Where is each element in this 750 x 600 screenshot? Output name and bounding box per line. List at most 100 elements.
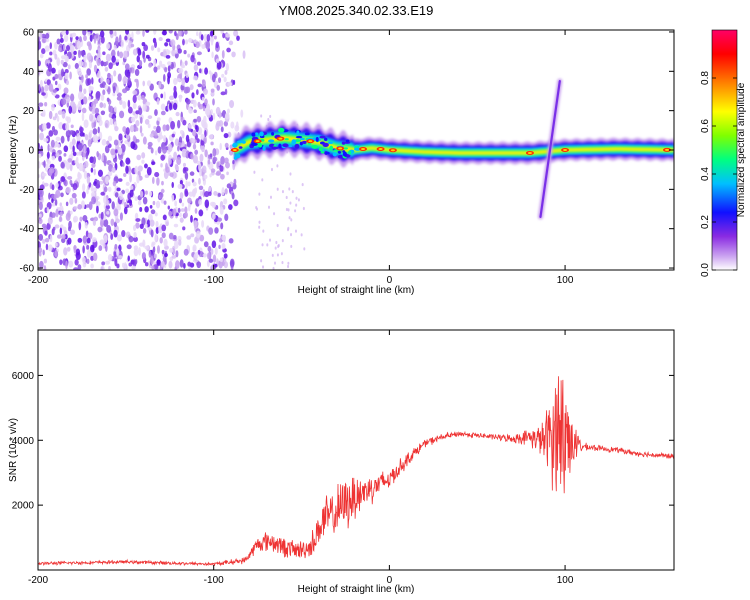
heatmap-cell [77,103,82,111]
heatmap-cell [181,202,185,207]
snr-y-label: SNR (10 * v/v) [8,418,19,482]
heatmap-cell [191,92,195,99]
heatmap-cell [235,153,241,159]
heatmap-cell [194,149,199,155]
heatmap-cell [226,171,229,176]
heatmap-cell [127,99,131,108]
heatmap-cell [221,234,226,241]
heatmap-cell [48,83,54,92]
y-tick-label: 6000 [12,371,35,382]
heatmap-cell [125,181,130,187]
heatmap-cell [139,242,145,247]
heatmap-cell [63,179,68,187]
heatmap-cell [73,245,77,251]
heatmap-cell [181,77,186,87]
heatmap-cell [70,44,75,53]
heatmap-cell [92,128,98,135]
heatmap-cell [201,79,206,88]
heatmap-cell [48,110,53,120]
heatmap-cell [174,49,179,54]
heatmap-cell [111,166,116,173]
heatmap-cell [288,187,291,191]
heatmap-cell [72,151,77,157]
heatmap-cell [134,259,138,265]
heatmap-cell [119,34,122,44]
heatmap-cell [187,123,192,129]
heatmap-cell [101,138,107,146]
heatmap-cell [258,192,261,196]
heatmap-cell [112,92,116,97]
heatmap-cell [322,142,329,147]
heatmap-cell [113,208,119,217]
heatmap-cell [70,229,75,235]
heatmap-cell [54,94,60,99]
heatmap-cell [112,86,116,94]
heatmap-cell [201,122,207,129]
heatmap-cell [46,222,51,230]
heatmap-cell [174,200,178,207]
heatmap-cell [189,84,194,91]
heatmap-cell [96,114,102,122]
heatmap-cell [38,218,43,225]
heatmap-cell [51,201,56,207]
heatmap-cell [196,51,202,56]
heatmap-cell [260,114,263,118]
heatmap-cell [208,227,214,235]
heatmap-cell [209,173,212,178]
heatmap-cell [38,124,42,131]
heatmap-cell [210,88,215,93]
heatmap-cell [174,30,177,37]
heatmap-cell [78,150,82,156]
heatmap-cell [154,109,158,117]
heatmap-cell [120,39,125,48]
heatmap-cell [179,130,184,135]
heatmap-cell [84,221,88,229]
heatmap-cell [295,196,298,200]
heatmap-cell [105,53,111,62]
heatmap-cell [97,226,103,233]
y-tick-label: 0 [28,146,34,157]
heatmap-cell [161,224,167,232]
heatmap-cell [225,63,230,72]
heatmap-cell [126,73,131,79]
heatmap-cell [183,49,187,55]
heatmap-cell [165,221,169,227]
heatmap-cell [218,110,222,119]
heatmap-cell [54,73,59,80]
heatmap-cell [38,250,42,257]
heatmap-cell [58,122,64,130]
heatmap-cell [47,143,50,152]
heatmap-cell [177,145,180,152]
heatmap-cell [65,30,69,35]
colorbar-tick-label: 0.4 [700,167,711,181]
heatmap-cell [218,260,223,269]
heatmap-cell [197,249,201,255]
heatmap-cell [259,131,264,137]
heatmap-cell [301,144,307,147]
heatmap-cell [69,93,75,102]
heatmap-cell [185,73,189,78]
heatmap-cell [106,97,110,102]
heatmap-cell [212,213,216,220]
heatmap-cell [65,80,69,86]
heatmap-cell [115,85,119,95]
heatmap-cell [68,260,74,268]
heatmap-cell [53,91,57,96]
heatmap-cell [48,130,54,137]
heatmap-cell [111,49,116,58]
heatmap-cell [199,68,202,74]
heatmap-cell [174,163,178,170]
heatmap-cell [114,192,119,198]
heatmap-cell [278,143,282,149]
heatmap-cell [204,67,209,75]
heatmap-cell [139,125,143,134]
heatmap-cell [86,188,89,195]
heatmap-cell [228,204,233,211]
heatmap-cell [200,34,204,41]
heatmap-cell [208,186,212,192]
heatmap-cell [72,183,78,191]
heatmap-cell [91,196,96,205]
heatmap-cell [197,83,203,88]
heatmap-cell [262,145,266,151]
heatmap-cell [96,73,100,78]
